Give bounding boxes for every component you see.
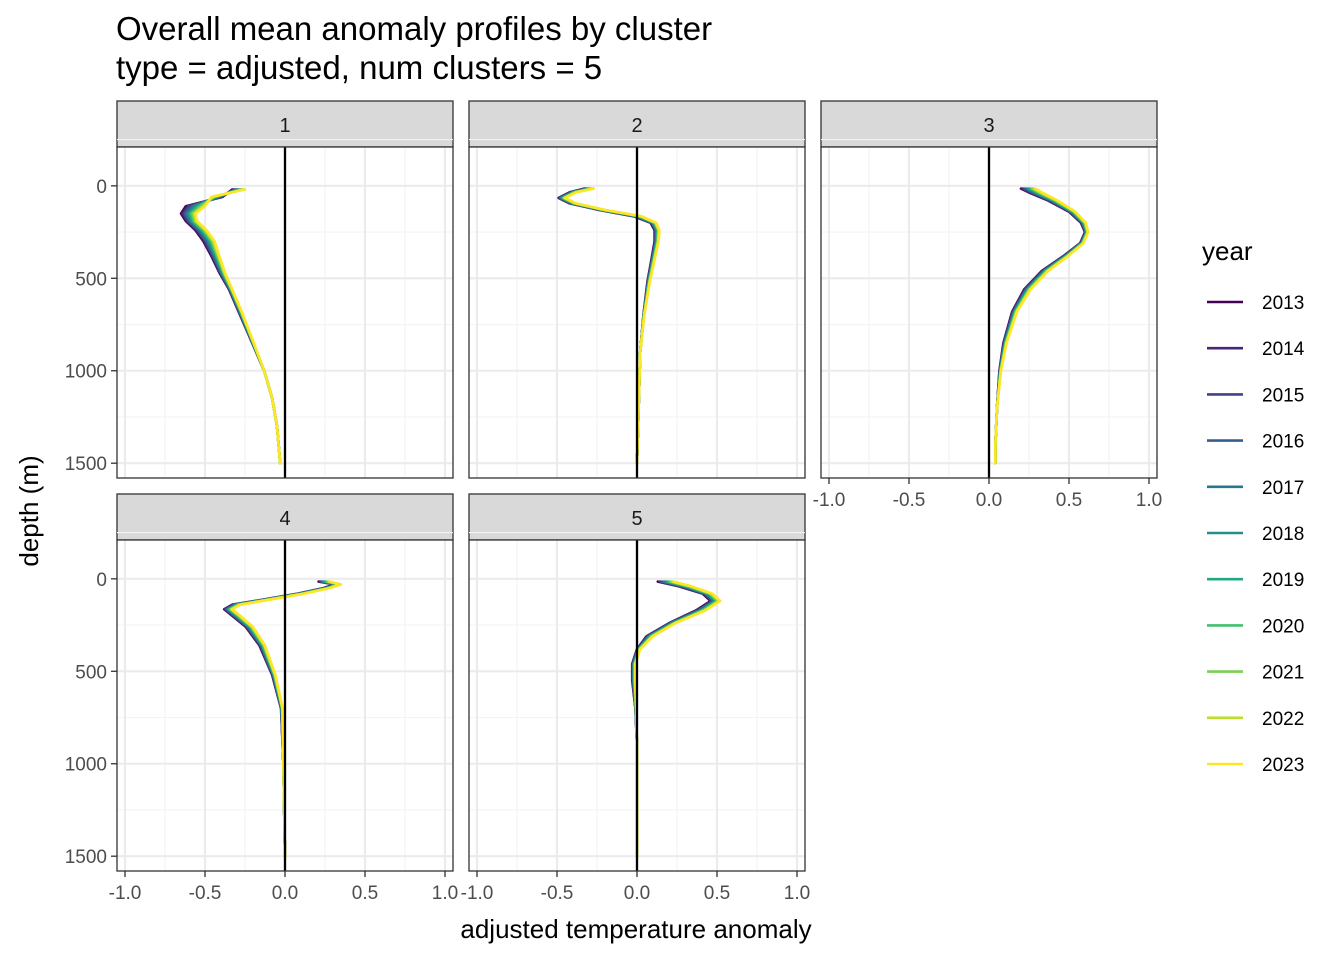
legend-item-2017: 2017 — [1207, 478, 1304, 499]
profile-line-2023 — [994, 187, 1090, 465]
legend-item-2019: 2019 — [1207, 570, 1304, 591]
y-tick-label: 1500 — [65, 454, 107, 475]
x-tick-label: 0.0 — [976, 490, 1002, 511]
legend-item-2014: 2014 — [1207, 339, 1305, 360]
facet-panel-5: 5 -1.0 -0.5 0.0 0.5 1.0 — [461, 493, 810, 904]
x-tick-label: 0.0 — [624, 883, 650, 904]
y-axis-title: depth (m) — [14, 455, 44, 566]
legend-item-2022: 2022 — [1207, 709, 1304, 730]
x-tick-label: -1.0 — [461, 883, 494, 904]
y-tick-label: 0 — [96, 570, 107, 591]
x-tick-label: 0.5 — [1056, 490, 1082, 511]
legend-items: 2013 2014 2015 2016 2017 2018 2019 2020 2021 2022… — [1207, 293, 1305, 776]
legend-item-2020: 2020 — [1207, 616, 1304, 637]
x-tick-label: -1.0 — [813, 490, 846, 511]
x-tick-label: 0.0 — [272, 883, 298, 904]
legend-label: 2014 — [1262, 339, 1305, 360]
x-tick-label: -1.0 — [109, 883, 142, 904]
chart-title-line-1: Overall mean anomaly profiles by cluster — [116, 10, 712, 47]
legend-item-2018: 2018 — [1207, 524, 1304, 545]
legend-item-2016: 2016 — [1207, 432, 1304, 453]
facet-strip-label: 2 — [631, 115, 642, 137]
legend-label: 2023 — [1262, 755, 1304, 776]
profile-line-2023 — [194, 188, 282, 465]
facet-panel-1: 1 0 500 1000 1500 — [65, 100, 454, 479]
legend-label: 2022 — [1262, 709, 1304, 730]
y-tick-label: 500 — [75, 269, 107, 290]
legend-label: 2018 — [1262, 524, 1304, 545]
x-tick-label: 1.0 — [432, 883, 458, 904]
legend-title: year — [1202, 236, 1253, 266]
legend-label: 2019 — [1262, 570, 1304, 591]
legend-label: 2015 — [1262, 385, 1304, 406]
legend-item-2015: 2015 — [1207, 385, 1304, 406]
x-tick-label: -0.5 — [893, 490, 926, 511]
x-tick-label: -0.5 — [189, 883, 222, 904]
legend-label: 2017 — [1262, 478, 1304, 499]
facet-strip-label: 3 — [983, 115, 994, 137]
legend-item-2023: 2023 — [1207, 755, 1304, 776]
facet-panel-4: 4 0 500 1000 1500-1.0 -0.5 0.0 0.5 1.0 — [65, 493, 458, 904]
facet-panel-3: 3 -1.0 -0.5 0.0 0.5 1.0 — [813, 100, 1162, 511]
facet-panels: 1 0 500 1000 1500 2 3 -1.0 -0.5 0.0 0.5 1.0 4 0 500 100… — [65, 100, 1162, 904]
legend-label: 2020 — [1262, 616, 1304, 637]
facet-strip-label: 1 — [279, 115, 290, 137]
facet-strip-label: 4 — [279, 508, 290, 530]
facet-strip-label: 5 — [631, 508, 642, 530]
x-tick-label: 1.0 — [784, 883, 810, 904]
y-tick-label: 1000 — [65, 755, 107, 776]
x-axis-title: adjusted temperature anomaly — [460, 914, 811, 944]
x-tick-label: 0.5 — [352, 883, 378, 904]
legend-label: 2021 — [1262, 663, 1304, 684]
y-tick-label: 1000 — [65, 362, 107, 383]
y-tick-label: 0 — [96, 177, 107, 198]
legend-label: 2013 — [1262, 293, 1304, 314]
y-tick-label: 1500 — [65, 847, 107, 868]
profile-line-2023 — [230, 580, 343, 858]
y-tick-label: 500 — [75, 662, 107, 683]
year-legend: year 2013 2014 2015 2016 2017 2018 2019 2020 202… — [1202, 236, 1305, 776]
chart-title-line-2: type = adjusted, num clusters = 5 — [116, 49, 602, 86]
legend-item-2021: 2021 — [1207, 663, 1304, 684]
panel-border — [116, 146, 454, 479]
legend-item-2013: 2013 — [1207, 293, 1304, 314]
x-tick-label: 0.5 — [704, 883, 730, 904]
panel-border — [468, 146, 806, 479]
profile-line-2023 — [563, 187, 661, 465]
x-tick-label: 1.0 — [1136, 490, 1162, 511]
x-tick-label: -0.5 — [541, 883, 574, 904]
facet-panel-2: 2 — [468, 100, 806, 479]
legend-label: 2016 — [1262, 432, 1304, 453]
